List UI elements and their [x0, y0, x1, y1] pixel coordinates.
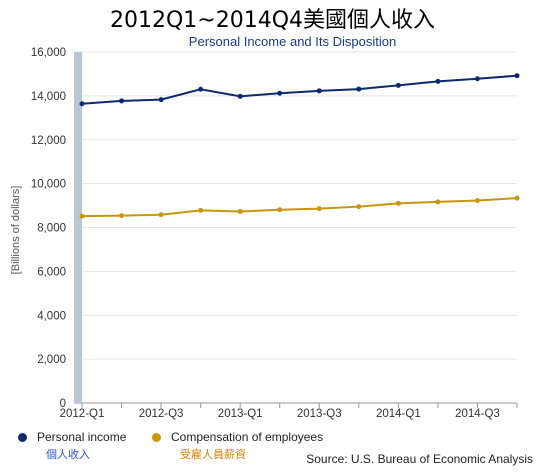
- data-point[interactable]: [198, 207, 204, 213]
- data-point[interactable]: [356, 86, 362, 92]
- y-tick-labels: 0 2,000 4,000 6,000 8,000 10,000 12,000 14,000 1…: [31, 47, 66, 410]
- data-point[interactable]: [435, 78, 441, 84]
- data-point[interactable]: [474, 76, 480, 82]
- legend-personal-income[interactable]: Personal income 個人收入: [18, 430, 126, 462]
- y-axis-label: [Billions of dollars]: [10, 186, 22, 275]
- data-point[interactable]: [316, 88, 322, 94]
- series-line-0: [81, 74, 518, 105]
- legend-compensation[interactable]: Compensation of employees 受雇人員薪資: [152, 430, 323, 462]
- data-point[interactable]: [158, 212, 164, 218]
- y-tick-label: 4,000: [37, 310, 66, 322]
- series-line-1: [81, 197, 518, 218]
- x-tick-label: 2014-Q3: [455, 408, 500, 420]
- legend-label-personal-income: Personal income: [37, 430, 127, 444]
- x-tick-label: 2013-Q3: [297, 408, 342, 420]
- data-point[interactable]: [316, 206, 322, 212]
- data-point[interactable]: [356, 204, 362, 210]
- series-lines: [79, 73, 520, 219]
- chart-subtitle: Personal Income and Its Disposition: [188, 34, 397, 49]
- y-tick-label: 16,000: [31, 47, 66, 59]
- y-tick-label: 10,000: [31, 179, 66, 191]
- data-point[interactable]: [435, 199, 441, 205]
- chart-title: 2012Q1~2014Q4美國個人收入: [109, 8, 436, 33]
- data-point[interactable]: [237, 208, 243, 214]
- data-point[interactable]: [514, 195, 520, 201]
- data-point[interactable]: [237, 93, 243, 99]
- y-tick-label: 12,000: [31, 135, 66, 147]
- legend-dot-compensation: [152, 433, 161, 443]
- data-point[interactable]: [277, 207, 283, 213]
- data-point[interactable]: [395, 82, 401, 88]
- y-tick-label: 6,000: [37, 266, 66, 278]
- grid-lines: [74, 51, 518, 408]
- x-tick-label: 2012-Q3: [139, 408, 184, 420]
- x-tick-label: 2012-Q1: [60, 408, 105, 420]
- data-point[interactable]: [79, 213, 85, 219]
- x-tick-label: 2013-Q1: [218, 408, 263, 420]
- data-point[interactable]: [119, 98, 125, 104]
- data-point[interactable]: [474, 198, 480, 204]
- legend-label-compensation: Compensation of employees: [171, 430, 324, 444]
- data-point[interactable]: [198, 86, 204, 92]
- data-point[interactable]: [514, 73, 520, 79]
- y-tick-label: 2,000: [37, 354, 66, 366]
- x-tick-label: 2014-Q1: [376, 408, 421, 420]
- legend-sublabel-personal-income: 個人收入: [46, 448, 90, 461]
- legend-dot-personal-income: [18, 433, 27, 443]
- data-point[interactable]: [158, 97, 164, 103]
- x-tick-labels: 2012-Q1 2012-Q3 2013-Q1 2013-Q3 2014-Q1 2014-…: [60, 408, 500, 420]
- source-note: Source: U.S. Bureau of Economic Analysis: [306, 452, 533, 466]
- data-point[interactable]: [119, 213, 125, 219]
- y-axis-band: [74, 52, 82, 403]
- data-point[interactable]: [277, 90, 283, 96]
- y-tick-label: 14,000: [31, 91, 66, 103]
- y-tick-label: 0: [60, 398, 66, 410]
- data-point[interactable]: [79, 101, 85, 107]
- y-tick-label: 8,000: [37, 223, 66, 235]
- legend-sublabel-compensation: 受雇人員薪資: [180, 448, 246, 461]
- data-point[interactable]: [395, 200, 401, 206]
